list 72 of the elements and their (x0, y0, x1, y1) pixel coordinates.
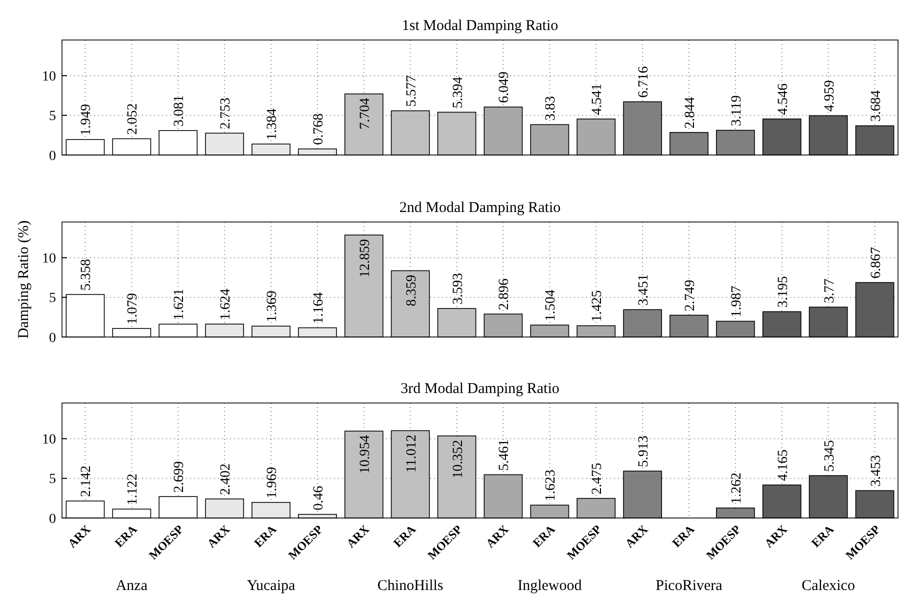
text: PicoRivera (656, 578, 723, 594)
data-label: 1.425 (590, 290, 606, 322)
data-label: 3.119 (729, 95, 744, 126)
data-label: 2.896 (497, 278, 512, 310)
data-label: 4.165 (776, 449, 791, 481)
y-tick-label: 5 (49, 291, 56, 306)
y-tick-label: 5 (49, 472, 56, 488)
data-label: 4.541 (590, 83, 606, 115)
y-tick-label: 0 (49, 330, 56, 346)
data-label: 2.844 (683, 96, 698, 128)
data-label: 5.394 (450, 76, 466, 108)
data-label: 5.461 (497, 439, 512, 471)
data-label: 11.012 (404, 434, 420, 473)
data-label: 6.867 (868, 247, 884, 279)
data-label: 6.716 (636, 66, 652, 98)
data-label: 4.959 (822, 80, 838, 112)
data-label: 1.987 (729, 286, 744, 318)
data-label: 1.262 (729, 472, 744, 504)
data-label: 3.593 (450, 273, 466, 305)
data-label: 0.768 (311, 113, 326, 145)
data-label: 1.504 (544, 290, 559, 322)
data-label: 1.122 (126, 474, 141, 506)
data-label: 1.164 (311, 292, 326, 324)
data-label: 2.749 (683, 280, 698, 312)
data-label: 5.577 (404, 75, 420, 107)
data-label: 2.753 (218, 98, 234, 130)
data-label: 1.969 (265, 466, 280, 498)
data-label: 1.369 (265, 290, 280, 322)
data-label: 2.699 (172, 461, 188, 493)
data-label: 12.859 (358, 239, 373, 278)
y-tick-label: 10 (42, 70, 56, 85)
data-label: 1.623 (544, 470, 559, 502)
data-label: 1.621 (172, 288, 188, 320)
y-tick-label: 10 (42, 432, 56, 448)
data-label: 3.83 (544, 96, 559, 121)
data-label: 2.402 (218, 463, 234, 495)
data-label: 3.451 (636, 274, 652, 306)
data-label: 5.345 (822, 440, 838, 472)
text: Inglewood (518, 578, 582, 594)
text: ChinoHills (377, 578, 444, 594)
data-label: 5.358 (79, 259, 94, 291)
text: Anza (116, 578, 148, 594)
data-label: 10.954 (358, 435, 373, 474)
data-label: 3.195 (776, 276, 791, 308)
chart-title: 1st Modal Damping Ratio (402, 18, 558, 34)
text: Yucaipa (246, 578, 296, 594)
text: Calexico (802, 578, 855, 594)
y-tick-label: 10 (42, 252, 56, 267)
data-label: 1.079 (126, 292, 141, 324)
chart-title: 2nd Modal Damping Ratio (399, 200, 561, 216)
data-label: 2.475 (590, 462, 606, 494)
y-axis-title: Damping Ratio (%) (16, 220, 32, 339)
data-label: 7.704 (358, 98, 373, 130)
data-label: 1.384 (265, 108, 280, 140)
data-label: 3.081 (172, 95, 188, 127)
data-label: 3.77 (822, 278, 838, 304)
chart-title: 3rd Modal Damping Ratio (400, 381, 560, 397)
data-label: 4.546 (776, 83, 791, 115)
data-label: 8.359 (404, 274, 420, 306)
data-label: 0.46 (311, 486, 326, 510)
y-tick-label: 5 (49, 109, 56, 124)
data-label: 1.624 (218, 288, 234, 320)
data-label: 10.352 (450, 440, 466, 478)
y-tick-label: 0 (49, 148, 56, 164)
data-label: 3.684 (868, 90, 884, 122)
y-tick-label: 0 (49, 512, 56, 527)
data-label: 6.049 (497, 72, 512, 104)
data-label: 1.949 (79, 104, 94, 136)
data-label: 2.052 (126, 103, 141, 135)
data-label: 3.453 (868, 455, 884, 487)
data-label: 2.142 (79, 466, 94, 498)
data-label: 5.913 (636, 436, 652, 468)
